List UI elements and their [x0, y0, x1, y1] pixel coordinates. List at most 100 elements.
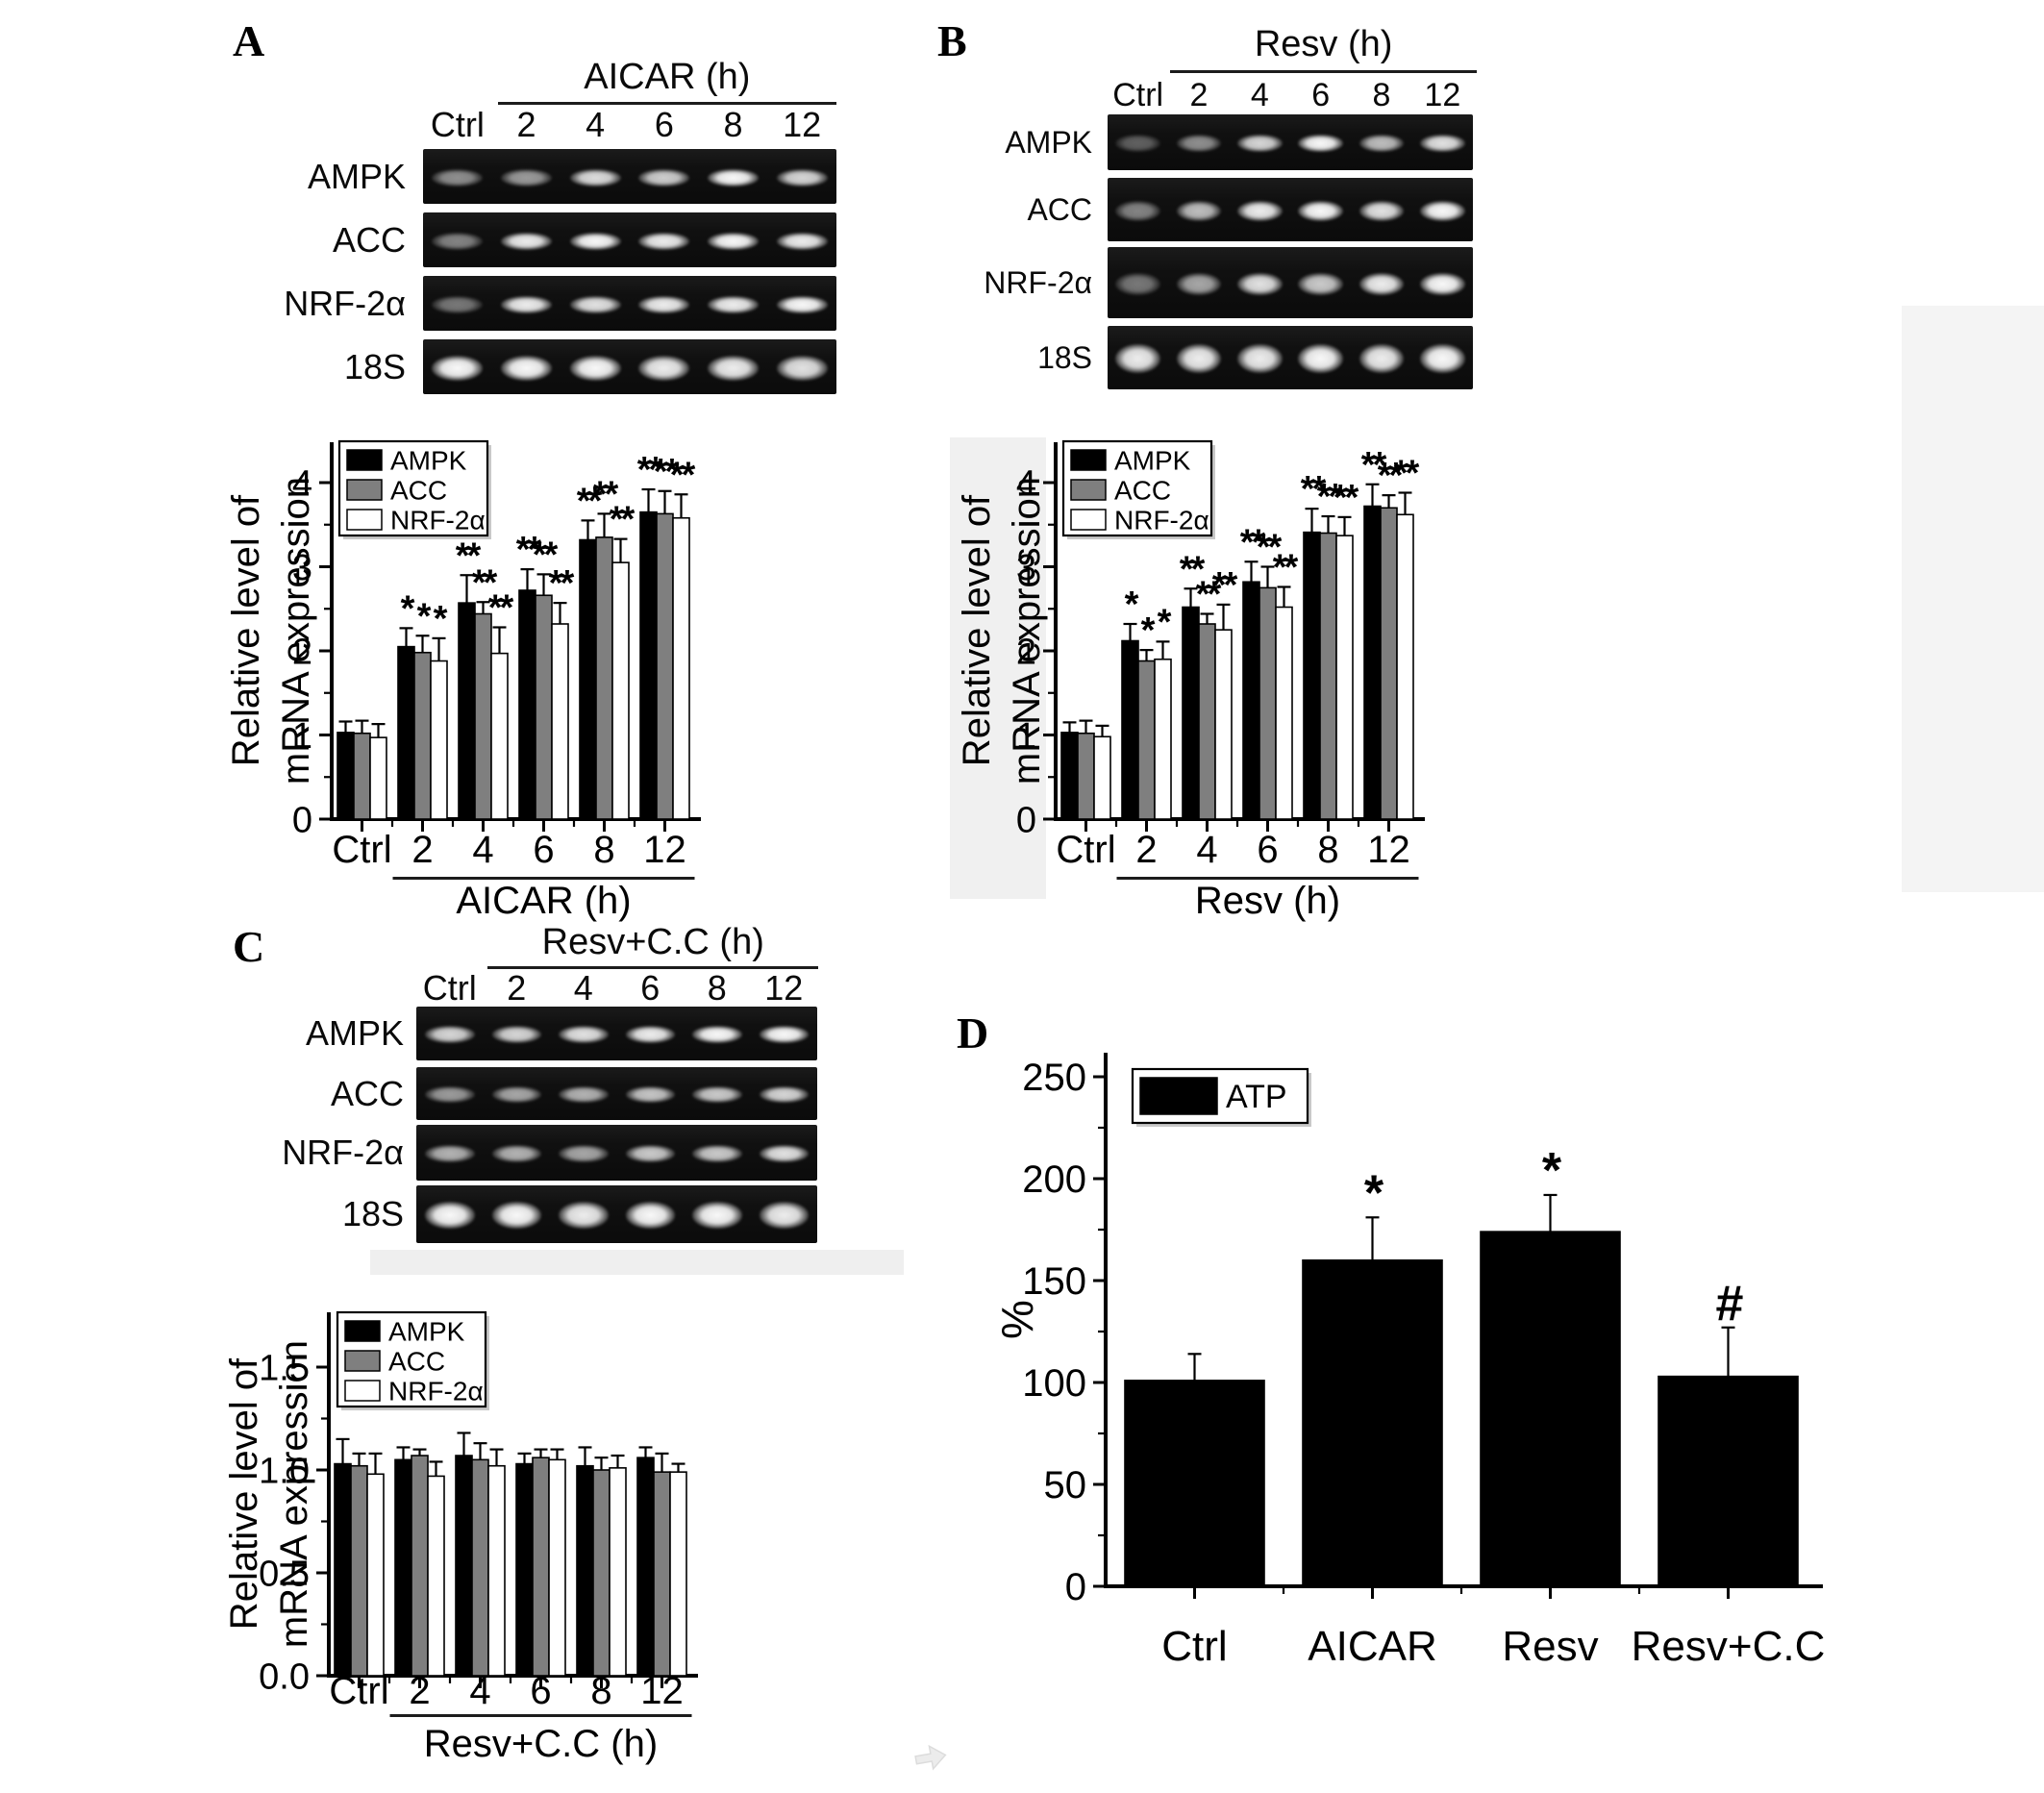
scan-shading [950, 437, 1046, 899]
x-tick-label: 6 [1257, 829, 1278, 871]
gel-band [1176, 272, 1222, 296]
chart-panel-D: 0 50 100 150 200 250 * * # Ctrl AICAR Resv Resv+C.C%… [992, 1053, 1825, 1670]
lane-label: 12 [764, 968, 804, 1008]
significance-mark: * [1542, 1143, 1562, 1199]
lane-label: 8 [1372, 77, 1391, 113]
x-tick-label: 8 [593, 829, 614, 871]
legend-label: AMPK [388, 1316, 465, 1346]
x-axis-group-label: AICAR (h) [456, 880, 631, 922]
lane-label: 4 [586, 105, 606, 144]
gel-band [569, 355, 621, 381]
bar-ACC-2 [411, 1455, 429, 1677]
gel-band [1176, 344, 1222, 374]
gel-row-strip [423, 276, 836, 331]
bar-AMPK-4 [458, 602, 476, 820]
y-tick-label: 1.0 [259, 1451, 310, 1491]
legend-label: ATP [1226, 1079, 1287, 1115]
x-tick-label: 2 [1135, 829, 1157, 871]
x-tick-label: 4 [1196, 829, 1217, 871]
x-tick-label: Ctrl [329, 1670, 388, 1712]
x-tick-label: 4 [469, 1670, 490, 1712]
bar-AMPK-6 [1242, 581, 1260, 820]
treatment-underline [497, 102, 837, 105]
bar-AMPK-2 [394, 1458, 412, 1677]
lane-label: 2 [516, 105, 536, 144]
y-axis-label: Relative level of mRNA expression [956, 477, 1048, 784]
gel-band [638, 355, 690, 381]
bar-AMPK-4 [1182, 606, 1200, 820]
y-tick-label: 2 [1016, 632, 1036, 672]
y-tick-label: 4 [292, 463, 312, 504]
gel-band [1298, 200, 1344, 221]
gel-row-label: AMPK [305, 1013, 404, 1053]
x-tick-label: AICAR [1308, 1623, 1436, 1670]
bar-AMPK-Ctrl [1060, 732, 1079, 820]
gel-band [776, 232, 828, 250]
gel-band [425, 1026, 475, 1044]
y-tick-label: 200 [1022, 1158, 1086, 1201]
legend-label: ACC [388, 1346, 445, 1376]
bar-ACC-8 [1319, 532, 1337, 820]
treatment-label: Resv+C.C (h) [541, 922, 764, 962]
legend-swatch-AMPK [346, 449, 383, 471]
y-tick-label: 0.0 [259, 1656, 310, 1697]
gel-band [1298, 272, 1344, 296]
gel-row-label: ACC [332, 220, 406, 260]
gel-band [491, 1026, 542, 1044]
gel-row-strip [416, 1007, 817, 1060]
gel-band [1115, 272, 1161, 296]
bar-NRF-2α-8 [609, 1467, 627, 1677]
gel-band [776, 168, 828, 187]
x-tick-label: Ctrl [1161, 1623, 1227, 1670]
gel-row-label: NRF-2α [984, 265, 1092, 300]
bar-NRF-2α-4 [490, 652, 509, 820]
gel-row-strip [416, 1067, 817, 1120]
gel-band [491, 1144, 542, 1163]
bar-AMPK-12 [1363, 505, 1382, 820]
gel-row-label: 18S [341, 1194, 404, 1233]
significance-mark: * [1141, 610, 1156, 651]
legend-swatch-ACC [346, 479, 383, 501]
legend-swatch-NRF-2α [344, 1380, 381, 1402]
significance-mark: ** [1394, 454, 1420, 494]
legend-label: NRF-2α [1114, 505, 1209, 535]
significance-mark: ** [1273, 548, 1299, 588]
bar-ACC-Ctrl [353, 732, 371, 820]
y-tick-label: 0 [1065, 1566, 1086, 1608]
gel-band [1236, 200, 1283, 221]
legend-label: AMPK [1114, 445, 1191, 475]
bar-NRF-2α-8 [611, 561, 630, 820]
y-tick-label: 1.5 [259, 1348, 310, 1388]
gel-band [1298, 134, 1344, 153]
gel-band [625, 1026, 676, 1044]
significance-mark: ** [549, 563, 575, 604]
legend-swatch-ACC [344, 1350, 381, 1372]
gel-row-label: NRF-2α [282, 1133, 404, 1172]
bar-NRF-2α-2 [1154, 658, 1172, 820]
gel-band [569, 232, 621, 250]
panel-label-b: B [937, 16, 967, 65]
x-tick-label: Ctrl [332, 829, 391, 871]
bar-ATP-AICAR [1302, 1258, 1443, 1587]
gel-band [692, 1085, 742, 1104]
significance-mark: * [1158, 602, 1172, 642]
gel-band [1359, 200, 1405, 221]
gel-row-label: ACC [1027, 192, 1092, 227]
bar-ACC-12 [656, 512, 674, 820]
gel-row-label: AMPK [307, 157, 406, 196]
legend-label: AMPK [390, 445, 467, 475]
treatment-underline [1170, 70, 1478, 73]
bar-ACC-6 [535, 594, 553, 820]
scan-shading [1902, 306, 2044, 892]
bar-ATP-Resv+C.C [1658, 1375, 1799, 1587]
gel-row-strip [1108, 247, 1473, 318]
gel-band [569, 168, 621, 187]
gel-row-label: NRF-2α [284, 284, 406, 323]
gel-row-strip [1108, 114, 1473, 170]
bar-ACC-2 [413, 651, 432, 820]
legend-label: ACC [1114, 475, 1171, 505]
gel-band [1419, 272, 1465, 296]
gel-band [1359, 344, 1405, 374]
